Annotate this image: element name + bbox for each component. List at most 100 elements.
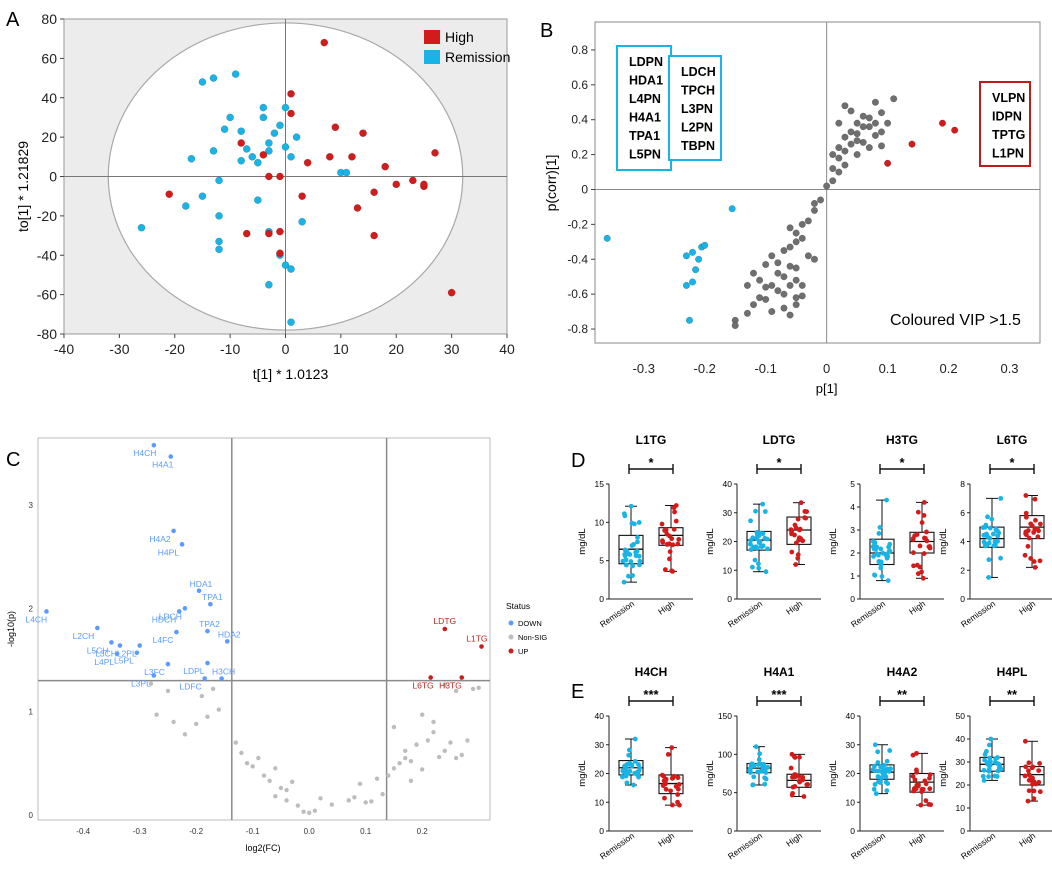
- data-point-remission: [883, 774, 889, 780]
- point-other: [798, 234, 806, 242]
- point-non-sig: [165, 688, 171, 694]
- data-point-remission: [871, 554, 876, 559]
- data-point-high: [662, 528, 668, 533]
- point-vip-down: [685, 316, 694, 324]
- data-point-high: [1031, 559, 1037, 564]
- point-other: [749, 301, 758, 309]
- point-non-sig: [284, 787, 289, 793]
- data-point-remission: [758, 768, 764, 774]
- x-tick-label: -0.4: [76, 827, 90, 836]
- data-point-remission: [885, 578, 891, 583]
- data-point-high: [675, 775, 681, 781]
- point-other: [786, 262, 794, 270]
- data-point-high: [916, 783, 921, 789]
- point-non-sig: [436, 754, 442, 760]
- point-non-sig: [453, 755, 459, 761]
- data-point-high: [1023, 529, 1029, 535]
- data-point-high: [919, 520, 925, 525]
- point-other: [865, 144, 873, 152]
- point-remission: [187, 154, 196, 163]
- data-point-remission: [888, 766, 893, 772]
- box-item: TPA1: [629, 129, 660, 143]
- point-non-sig: [318, 796, 323, 801]
- point-non-sig: [431, 719, 436, 725]
- point-other: [792, 229, 800, 237]
- significance-stars: ***: [771, 687, 787, 702]
- point-non-sig: [420, 712, 425, 717]
- point-remission: [215, 176, 223, 185]
- point-other: [841, 133, 849, 141]
- point-label: LDPL: [183, 666, 205, 676]
- y-tick-label: 30: [846, 740, 856, 750]
- data-point-remission: [635, 771, 641, 777]
- data-point-remission: [636, 762, 641, 767]
- point-other: [871, 131, 879, 139]
- point-other: [890, 95, 898, 103]
- point-other: [877, 142, 886, 150]
- panel-letter-d: D: [571, 450, 585, 472]
- point-other: [847, 128, 855, 136]
- data-point-high: [1032, 564, 1038, 570]
- point-non-sig: [403, 755, 408, 761]
- y-tick-label: 2: [850, 548, 855, 558]
- point-vip-up: [884, 159, 892, 167]
- point-label: L2PL: [117, 649, 137, 659]
- data-point-remission: [876, 531, 882, 536]
- data-point-remission: [875, 749, 881, 755]
- panel-letter-c: C: [6, 449, 20, 471]
- data-point-remission: [876, 768, 882, 774]
- legend: High Remission: [424, 29, 510, 65]
- data-point-remission: [880, 550, 886, 556]
- point-other: [835, 154, 843, 162]
- data-point-high: [924, 538, 930, 544]
- point-other: [792, 238, 800, 246]
- point-remission: [215, 212, 223, 220]
- x-tick-label: 0.0: [304, 827, 316, 836]
- data-point-high: [911, 550, 916, 556]
- data-point-high: [910, 773, 916, 779]
- point-down: [44, 609, 49, 614]
- point-non-sig: [216, 707, 221, 712]
- point-non-sig: [374, 776, 380, 781]
- point-other: [768, 281, 776, 289]
- point-other: [841, 147, 849, 155]
- data-point-high: [919, 569, 924, 575]
- point-remission: [265, 147, 273, 155]
- category-label: High: [907, 598, 927, 616]
- point-label: L4FC: [153, 635, 174, 645]
- point-other: [762, 295, 770, 303]
- data-point-remission: [629, 543, 635, 548]
- point-vip-up: [938, 119, 947, 127]
- point-other: [774, 287, 782, 295]
- data-point-remission: [987, 762, 992, 768]
- data-point-remission: [998, 555, 1003, 561]
- data-point-high: [1028, 556, 1034, 561]
- point-remission: [298, 217, 306, 226]
- data-point-high: [923, 798, 929, 804]
- data-point-high: [1022, 738, 1028, 744]
- data-point-high: [1023, 764, 1029, 770]
- data-point-high: [921, 512, 927, 518]
- data-point-remission: [621, 511, 627, 517]
- data-point-high: [662, 567, 668, 573]
- data-point-high: [795, 516, 801, 522]
- y-tick-label: -60: [37, 287, 57, 303]
- point-remission: [226, 113, 234, 122]
- point-other: [865, 123, 873, 131]
- point-other: [853, 137, 861, 145]
- y-tick-label: 50: [956, 711, 966, 721]
- y-axis-label: mg/dL: [577, 760, 588, 786]
- y-tick-label: 60: [41, 50, 57, 66]
- point-non-sig: [273, 794, 278, 799]
- data-point-remission: [636, 553, 642, 559]
- point-other: [853, 130, 861, 138]
- point-down: [114, 651, 120, 657]
- data-point-high: [804, 509, 810, 515]
- point-other: [810, 199, 819, 207]
- point-down: [205, 628, 210, 634]
- data-point-high: [1037, 558, 1043, 564]
- x-tick-label: -0.1: [754, 361, 776, 376]
- point-other: [804, 217, 812, 225]
- y-tick-label: 20: [41, 129, 57, 145]
